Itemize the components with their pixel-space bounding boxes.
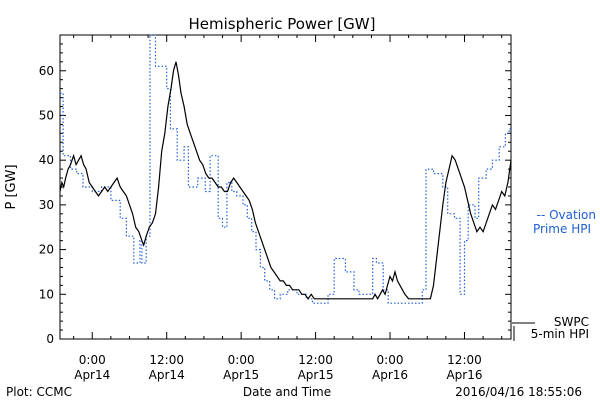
legend-swpc-line1: SWPC	[554, 315, 589, 329]
y-tick-label: 20	[39, 243, 54, 257]
y-tick-label: 0	[46, 332, 54, 346]
plot-credit: Plot: CCMC	[6, 385, 72, 399]
y-tick-label: 50	[39, 108, 54, 122]
x-tick-label-date: Apr15	[223, 368, 259, 382]
series-ovation-prime	[60, 34, 511, 304]
chart-title: Hemispheric Power [GW]	[189, 15, 376, 33]
x-axis-label: Date and Time	[243, 385, 331, 399]
x-tick-label-date: Apr14	[74, 368, 110, 382]
x-tick-label-time: 12:00	[298, 353, 333, 367]
x-tick-label-time: 0:00	[79, 353, 106, 367]
y-tick-label: 60	[39, 64, 54, 78]
swpc-hpi-line	[59, 61, 512, 301]
y-tick-label: 30	[39, 198, 54, 212]
y-tick-label: 10	[39, 287, 54, 301]
legend-ovation-line1: -- Ovation	[537, 208, 596, 222]
x-tick-label-date: Apr16	[446, 368, 482, 382]
x-axis: 0:00Apr1412:00Apr140:00Apr1512:00Apr150:…	[73, 35, 503, 382]
y-tick-label: 40	[39, 153, 54, 167]
x-tick-label-time: 0:00	[228, 353, 255, 367]
series-swpc	[59, 61, 512, 301]
ovation-prime-line	[60, 34, 511, 304]
x-tick-label-date: Apr16	[372, 368, 408, 382]
x-tick-label-date: Apr15	[298, 368, 334, 382]
y-axis-label: P [GW]	[4, 164, 19, 209]
x-tick-label-time: 12:00	[447, 353, 482, 367]
x-tick-label-date: Apr14	[149, 368, 185, 382]
x-tick-label-time: 0:00	[377, 353, 404, 367]
legend-swpc-line2: 5-min HPI	[531, 327, 589, 341]
legend-ovation-line2: Prime HPI	[533, 222, 591, 236]
x-tick-label-time: 12:00	[149, 353, 184, 367]
plot-timestamp: 2016/04/16 18:55:06	[455, 385, 582, 399]
y-axis: 0 10 20 30 40 50 60	[39, 43, 511, 346]
